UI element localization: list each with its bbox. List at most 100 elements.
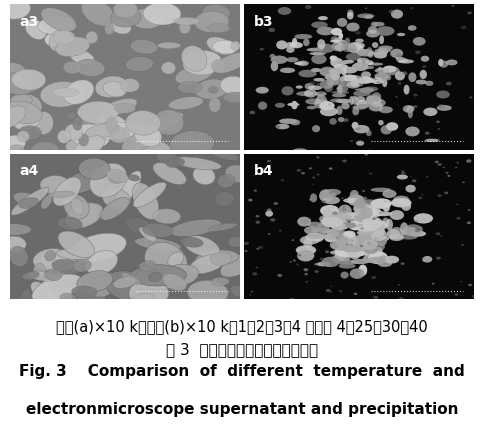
Ellipse shape xyxy=(330,220,350,230)
Ellipse shape xyxy=(357,59,363,68)
Ellipse shape xyxy=(345,38,350,46)
Ellipse shape xyxy=(413,93,418,97)
Ellipse shape xyxy=(351,96,358,105)
Ellipse shape xyxy=(332,91,349,94)
Ellipse shape xyxy=(312,177,315,178)
Ellipse shape xyxy=(368,251,388,264)
Ellipse shape xyxy=(320,80,334,89)
Ellipse shape xyxy=(391,198,411,207)
Ellipse shape xyxy=(422,259,426,262)
Ellipse shape xyxy=(163,274,186,291)
Ellipse shape xyxy=(446,82,452,85)
Ellipse shape xyxy=(385,256,399,264)
Ellipse shape xyxy=(347,83,360,89)
Ellipse shape xyxy=(153,110,184,135)
Ellipse shape xyxy=(420,227,422,228)
Ellipse shape xyxy=(256,267,258,268)
Ellipse shape xyxy=(353,234,371,246)
Ellipse shape xyxy=(66,112,76,119)
Ellipse shape xyxy=(289,261,292,263)
Ellipse shape xyxy=(273,202,278,205)
Ellipse shape xyxy=(325,73,339,81)
Ellipse shape xyxy=(220,253,255,277)
Ellipse shape xyxy=(355,127,360,130)
Ellipse shape xyxy=(63,61,81,74)
Ellipse shape xyxy=(390,210,404,220)
Ellipse shape xyxy=(361,206,375,212)
Ellipse shape xyxy=(363,236,372,244)
Ellipse shape xyxy=(345,250,365,257)
Ellipse shape xyxy=(85,123,121,138)
Ellipse shape xyxy=(404,84,409,95)
Ellipse shape xyxy=(74,136,105,158)
Ellipse shape xyxy=(347,9,354,16)
Ellipse shape xyxy=(53,30,75,44)
Ellipse shape xyxy=(314,263,318,266)
Ellipse shape xyxy=(41,8,76,32)
Ellipse shape xyxy=(315,270,318,273)
Ellipse shape xyxy=(385,201,387,202)
Ellipse shape xyxy=(321,217,343,228)
Ellipse shape xyxy=(70,50,94,65)
Ellipse shape xyxy=(341,212,363,219)
Ellipse shape xyxy=(86,250,118,275)
Ellipse shape xyxy=(353,91,370,96)
Ellipse shape xyxy=(340,272,348,278)
Ellipse shape xyxy=(258,101,267,110)
Ellipse shape xyxy=(400,177,404,179)
Ellipse shape xyxy=(71,124,110,148)
Ellipse shape xyxy=(350,190,359,200)
Ellipse shape xyxy=(361,219,380,224)
Ellipse shape xyxy=(258,246,263,249)
Ellipse shape xyxy=(0,63,27,88)
Ellipse shape xyxy=(297,169,301,172)
Ellipse shape xyxy=(362,207,380,215)
Ellipse shape xyxy=(38,16,73,34)
Ellipse shape xyxy=(13,110,42,130)
Ellipse shape xyxy=(45,251,56,261)
Ellipse shape xyxy=(364,154,368,156)
Ellipse shape xyxy=(367,242,370,244)
Ellipse shape xyxy=(368,202,376,213)
Ellipse shape xyxy=(347,75,358,79)
Ellipse shape xyxy=(354,221,377,226)
Ellipse shape xyxy=(395,72,405,80)
Ellipse shape xyxy=(354,293,357,295)
Ellipse shape xyxy=(401,72,408,76)
Ellipse shape xyxy=(422,65,427,68)
Ellipse shape xyxy=(340,76,345,82)
Ellipse shape xyxy=(259,21,263,23)
Ellipse shape xyxy=(361,206,378,215)
Ellipse shape xyxy=(270,54,275,59)
Ellipse shape xyxy=(100,198,129,220)
Ellipse shape xyxy=(208,223,237,232)
Ellipse shape xyxy=(368,96,381,104)
Ellipse shape xyxy=(461,244,464,246)
Ellipse shape xyxy=(49,30,71,51)
Ellipse shape xyxy=(357,58,369,63)
Ellipse shape xyxy=(34,263,46,277)
Ellipse shape xyxy=(279,118,297,124)
Ellipse shape xyxy=(357,49,374,56)
Ellipse shape xyxy=(390,49,403,58)
Ellipse shape xyxy=(153,163,186,185)
Ellipse shape xyxy=(354,215,368,224)
Ellipse shape xyxy=(125,111,161,135)
Ellipse shape xyxy=(337,214,347,223)
Ellipse shape xyxy=(40,81,83,107)
Ellipse shape xyxy=(331,71,340,80)
Ellipse shape xyxy=(467,221,471,224)
Ellipse shape xyxy=(439,60,448,68)
Ellipse shape xyxy=(324,233,339,242)
Ellipse shape xyxy=(356,224,378,229)
Ellipse shape xyxy=(339,84,351,87)
Ellipse shape xyxy=(380,125,392,135)
Ellipse shape xyxy=(357,13,375,18)
Ellipse shape xyxy=(435,160,439,163)
Ellipse shape xyxy=(335,245,356,257)
Ellipse shape xyxy=(79,134,89,146)
Ellipse shape xyxy=(332,213,348,220)
Ellipse shape xyxy=(9,145,24,152)
Ellipse shape xyxy=(352,105,367,110)
Ellipse shape xyxy=(355,88,373,91)
